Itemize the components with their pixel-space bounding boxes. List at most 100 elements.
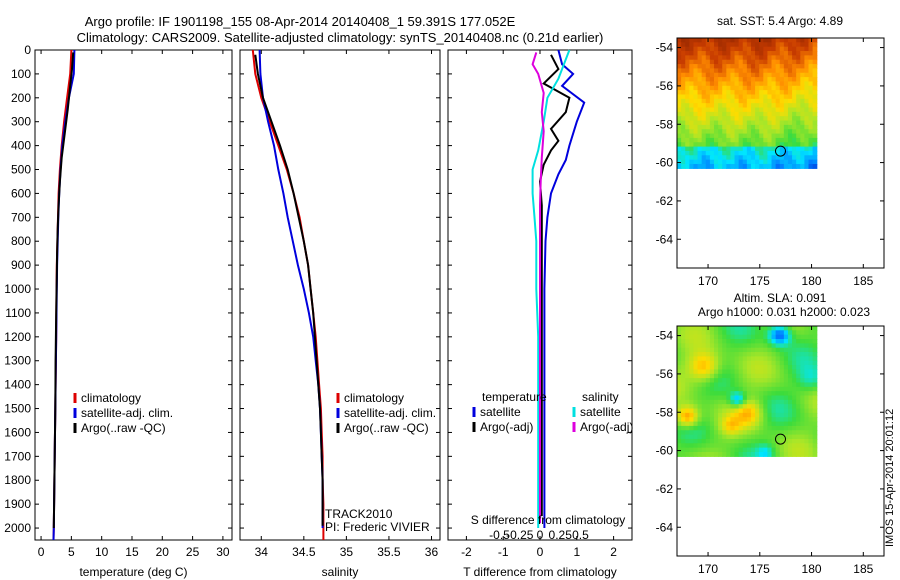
map-cell (775, 94, 781, 100)
map-cell (705, 81, 711, 87)
map-cell (796, 352, 801, 358)
map-cell (713, 107, 719, 113)
map-cell (787, 399, 793, 405)
map-cell (722, 421, 727, 427)
map-cell (701, 111, 707, 117)
map-cell (763, 146, 769, 152)
map-cell (722, 425, 727, 431)
map-cell (746, 447, 752, 453)
map-cell (705, 137, 711, 143)
map-cell (730, 360, 736, 366)
map-cell (783, 347, 789, 353)
map-cell (689, 425, 695, 431)
map-cell (681, 326, 686, 331)
map-cell (759, 116, 764, 122)
y-tick-label: 1600 (4, 425, 31, 439)
map-cell (677, 111, 682, 117)
map-cell (767, 142, 773, 148)
map-cell (812, 46, 818, 52)
map-cell (689, 352, 695, 358)
map-cell (726, 137, 732, 143)
map-cell (746, 382, 752, 388)
map-cell (726, 417, 732, 423)
map-cell (783, 339, 789, 344)
map-cell (775, 386, 781, 392)
map-cell (713, 94, 719, 100)
map-cell (701, 326, 707, 331)
map-cell (738, 155, 744, 161)
map-cell (775, 120, 781, 126)
map-cell (738, 373, 744, 379)
map-cell (713, 330, 719, 336)
map-cell (726, 81, 732, 87)
map-cell (697, 137, 703, 143)
map-cell (685, 98, 690, 104)
map-cell (771, 343, 777, 349)
map-cell (775, 399, 781, 405)
map-cell (792, 417, 797, 423)
map-cell (681, 51, 686, 56)
map-cell (709, 64, 715, 70)
map-cell (705, 163, 711, 169)
map-cell (779, 38, 785, 43)
map-cell (738, 382, 744, 388)
map-cell (689, 159, 695, 165)
map-cell (697, 343, 703, 349)
map-cell (738, 438, 744, 444)
map-cell (677, 59, 682, 65)
x-tick-label: 30 (216, 545, 230, 559)
map-cell (787, 382, 793, 388)
map-cell (792, 68, 797, 74)
map-cell (759, 124, 764, 130)
map-cell (734, 425, 740, 431)
map-cell (709, 103, 715, 109)
map-cell (746, 373, 752, 379)
map-cell (755, 373, 760, 379)
map-cell (693, 94, 699, 100)
map-cell (750, 347, 756, 353)
map-cell (681, 430, 686, 436)
map-cell (681, 434, 686, 440)
map-cell (800, 326, 805, 331)
map-cell (697, 94, 703, 100)
map-cell (681, 417, 686, 423)
map-cell (742, 72, 748, 78)
map-cell (689, 146, 695, 152)
map-cell (746, 386, 752, 392)
map-cell (685, 417, 690, 423)
map-cell (775, 111, 781, 117)
map-cell (713, 72, 719, 78)
map-cell (730, 391, 736, 397)
map-cell (738, 51, 744, 56)
map-cell (804, 81, 810, 87)
map-cell (796, 365, 801, 371)
map-cell (787, 352, 793, 358)
map-cell (759, 150, 764, 156)
map-cell (755, 64, 760, 70)
map-cell (796, 412, 801, 418)
map-cell (759, 103, 764, 109)
map-cell (705, 46, 711, 52)
map-cell (767, 98, 773, 104)
map-cell (796, 451, 801, 457)
map-cell (693, 378, 699, 384)
map-cell (804, 391, 810, 397)
map-cell (812, 103, 818, 109)
map-cell (787, 155, 793, 161)
map-cell (812, 373, 818, 379)
map-cell (808, 42, 814, 48)
map-cell (775, 408, 781, 414)
map-cell (750, 42, 756, 48)
map-cell (755, 155, 760, 161)
map-cell (718, 124, 723, 130)
map-cell (734, 447, 740, 453)
map-cell (750, 107, 756, 113)
map-cell (804, 352, 810, 358)
map-cell (697, 430, 703, 436)
map-cell (713, 347, 719, 353)
map-cell (763, 116, 769, 122)
map-cell (697, 386, 703, 392)
map-cell (804, 430, 810, 436)
map-cell (746, 98, 752, 104)
map-cell (726, 46, 732, 52)
